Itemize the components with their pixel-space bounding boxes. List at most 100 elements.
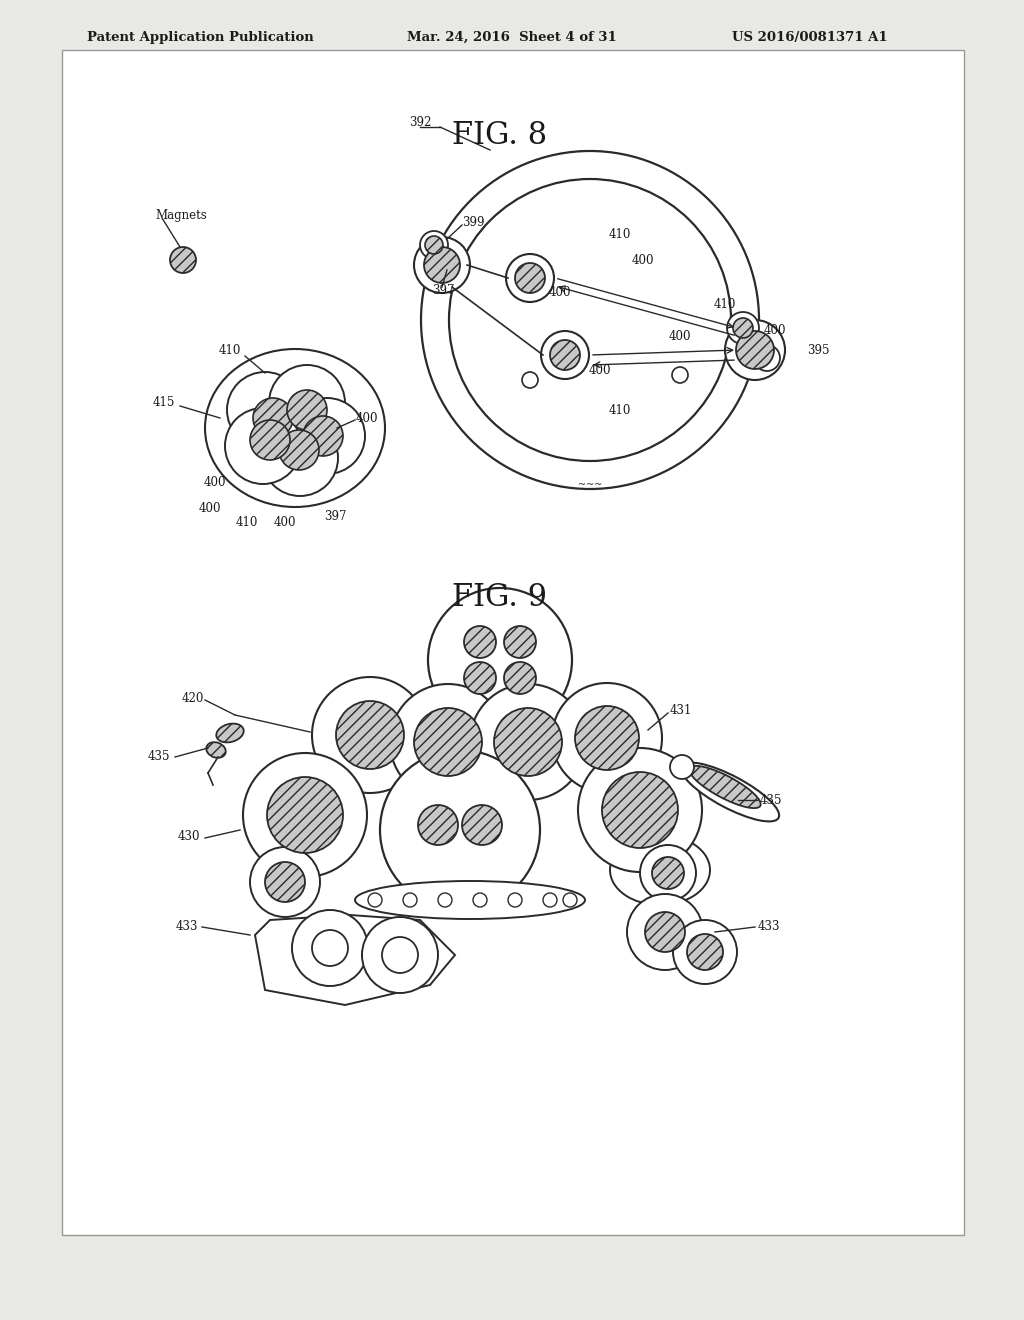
Circle shape bbox=[287, 389, 327, 430]
Text: 397: 397 bbox=[324, 510, 346, 523]
Ellipse shape bbox=[355, 880, 585, 919]
Circle shape bbox=[464, 626, 496, 657]
Circle shape bbox=[464, 663, 496, 694]
Circle shape bbox=[425, 236, 443, 253]
Text: 410: 410 bbox=[609, 228, 631, 242]
Circle shape bbox=[506, 253, 554, 302]
Text: 400: 400 bbox=[273, 516, 296, 529]
Text: 399: 399 bbox=[462, 215, 484, 228]
Text: 400: 400 bbox=[669, 330, 691, 343]
Text: 410: 410 bbox=[219, 343, 242, 356]
Circle shape bbox=[736, 331, 774, 370]
Text: 433: 433 bbox=[175, 920, 198, 933]
Circle shape bbox=[449, 180, 731, 461]
Circle shape bbox=[368, 894, 382, 907]
Circle shape bbox=[421, 150, 759, 488]
Circle shape bbox=[380, 750, 540, 909]
Ellipse shape bbox=[681, 763, 779, 821]
Circle shape bbox=[470, 684, 586, 800]
Circle shape bbox=[362, 917, 438, 993]
Text: 400: 400 bbox=[764, 323, 786, 337]
Circle shape bbox=[267, 777, 343, 853]
Text: 435: 435 bbox=[760, 793, 782, 807]
Circle shape bbox=[265, 862, 305, 902]
PathPatch shape bbox=[255, 915, 455, 1005]
Circle shape bbox=[672, 367, 688, 383]
Text: 420: 420 bbox=[182, 692, 205, 705]
Text: ~~~: ~~~ bbox=[578, 147, 602, 157]
Text: 395: 395 bbox=[807, 343, 829, 356]
Text: Mar. 24, 2016  Sheet 4 of 31: Mar. 24, 2016 Sheet 4 of 31 bbox=[408, 30, 616, 44]
Circle shape bbox=[292, 909, 368, 986]
Circle shape bbox=[312, 677, 428, 793]
Text: 397: 397 bbox=[432, 284, 455, 297]
Text: 415: 415 bbox=[153, 396, 175, 409]
Circle shape bbox=[627, 894, 703, 970]
Circle shape bbox=[403, 894, 417, 907]
Ellipse shape bbox=[206, 742, 225, 758]
Circle shape bbox=[250, 847, 319, 917]
Circle shape bbox=[414, 708, 482, 776]
Circle shape bbox=[279, 430, 319, 470]
Text: 392: 392 bbox=[409, 116, 431, 129]
Circle shape bbox=[253, 399, 293, 438]
Text: 410: 410 bbox=[236, 516, 258, 529]
Text: 400: 400 bbox=[204, 477, 226, 490]
Circle shape bbox=[602, 772, 678, 847]
Circle shape bbox=[250, 420, 290, 459]
Circle shape bbox=[563, 894, 577, 907]
Circle shape bbox=[754, 345, 780, 371]
Circle shape bbox=[170, 247, 196, 273]
Circle shape bbox=[225, 408, 301, 484]
Circle shape bbox=[687, 935, 723, 970]
Text: US 2016/0081371 A1: US 2016/0081371 A1 bbox=[732, 30, 888, 44]
Circle shape bbox=[243, 752, 367, 876]
Text: 431: 431 bbox=[670, 704, 692, 717]
Circle shape bbox=[473, 894, 487, 907]
Circle shape bbox=[515, 263, 545, 293]
Circle shape bbox=[725, 319, 785, 380]
Circle shape bbox=[508, 894, 522, 907]
Circle shape bbox=[262, 420, 338, 496]
Text: 400: 400 bbox=[631, 253, 653, 267]
Circle shape bbox=[543, 894, 557, 907]
Circle shape bbox=[670, 755, 694, 779]
Text: 400: 400 bbox=[589, 363, 611, 376]
Circle shape bbox=[673, 920, 737, 983]
Circle shape bbox=[428, 587, 572, 733]
FancyBboxPatch shape bbox=[62, 50, 964, 1236]
Circle shape bbox=[289, 399, 365, 474]
Ellipse shape bbox=[610, 836, 710, 906]
Circle shape bbox=[312, 931, 348, 966]
Text: Patent Application Publication: Patent Application Publication bbox=[87, 30, 313, 44]
Circle shape bbox=[552, 682, 662, 793]
Text: FIG. 8: FIG. 8 bbox=[453, 120, 548, 150]
Circle shape bbox=[390, 684, 506, 800]
Circle shape bbox=[733, 318, 753, 338]
Text: 400: 400 bbox=[199, 502, 221, 515]
Ellipse shape bbox=[689, 766, 761, 808]
Circle shape bbox=[269, 366, 345, 441]
Text: FIG. 9: FIG. 9 bbox=[453, 582, 548, 614]
Text: Magnets: Magnets bbox=[155, 209, 207, 222]
Text: 400: 400 bbox=[355, 412, 378, 425]
Circle shape bbox=[640, 845, 696, 902]
Circle shape bbox=[727, 312, 759, 345]
Circle shape bbox=[578, 748, 702, 873]
Circle shape bbox=[438, 894, 452, 907]
Ellipse shape bbox=[216, 723, 244, 742]
Text: 410: 410 bbox=[714, 298, 736, 312]
Circle shape bbox=[645, 912, 685, 952]
Circle shape bbox=[303, 416, 343, 455]
Circle shape bbox=[504, 663, 536, 694]
Circle shape bbox=[494, 708, 562, 776]
Circle shape bbox=[550, 341, 580, 370]
Circle shape bbox=[418, 805, 458, 845]
Circle shape bbox=[420, 231, 449, 259]
Text: 435: 435 bbox=[147, 751, 170, 763]
Circle shape bbox=[575, 706, 639, 770]
Circle shape bbox=[462, 805, 502, 845]
Text: 400: 400 bbox=[549, 286, 571, 300]
Text: 430: 430 bbox=[177, 830, 200, 843]
Circle shape bbox=[227, 372, 303, 447]
